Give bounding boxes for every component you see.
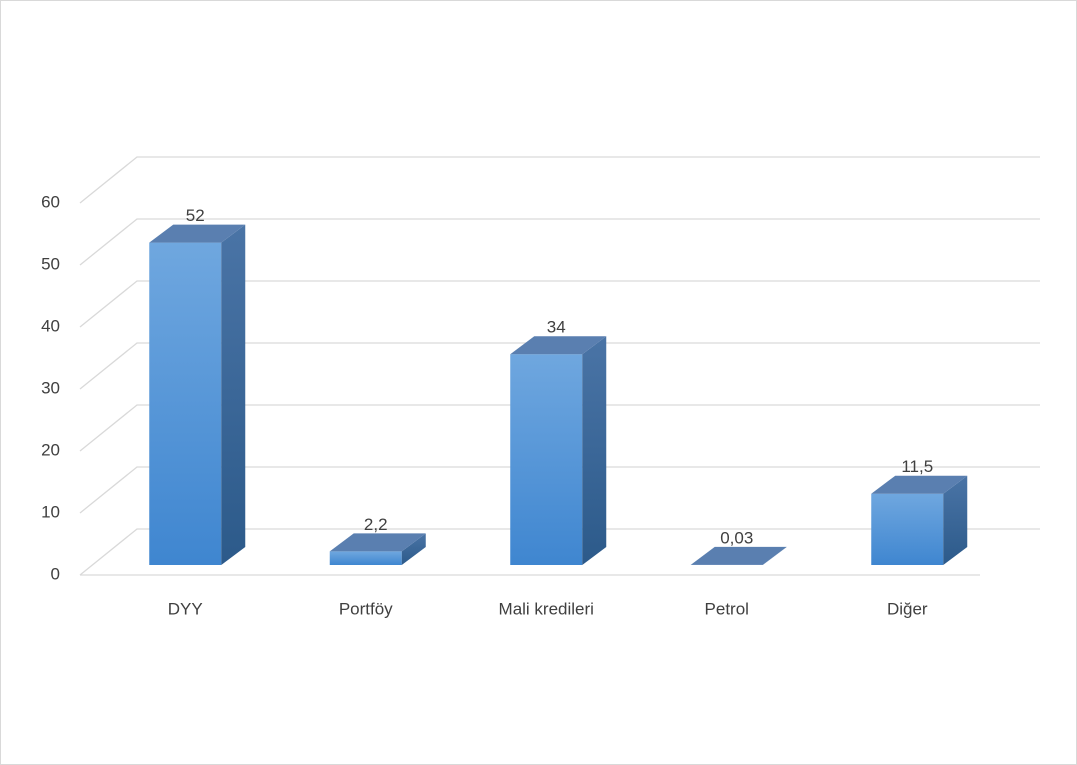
bar-front [149,242,222,565]
grid-line [79,156,1040,204]
bar-top [510,336,607,355]
bar-front [871,493,944,565]
y-tick-label: 30 [41,378,60,397]
x-tick-label: Mali kredileri [499,599,594,618]
bar-side [762,546,787,565]
bar-side [582,336,607,565]
x-tick-label: Portföy [339,599,393,618]
data-label: 0,03 [720,528,753,547]
y-tick-label: 0 [51,564,60,583]
grid-line [79,528,1040,576]
bar-top [871,475,968,494]
y-tick-label: 60 [41,192,60,211]
bar-side [401,533,426,565]
data-label: 52 [186,206,205,225]
bar-front [510,354,583,565]
x-tick-label: DYY [168,599,203,618]
data-label: 34 [547,318,566,337]
y-tick-label: 40 [41,316,60,335]
bar-top [149,224,246,243]
bar-side [943,475,968,565]
data-label: 11,5 [901,457,933,476]
x-tick-label: Diğer [887,599,928,618]
grid-line [79,218,1040,266]
grid-line [79,342,1040,390]
grid-line [79,404,1040,452]
data-label: 2,2 [364,515,388,534]
bar-top [329,533,426,552]
grid-line [79,466,1040,514]
y-tick-label: 20 [41,440,60,459]
x-tick-label: Petrol [705,599,749,618]
grid-line [79,280,1040,328]
bar-side [221,224,246,565]
bar-top [690,546,787,565]
y-tick-label: 50 [41,254,60,273]
y-tick-label: 10 [41,502,60,521]
bar-front [329,551,402,565]
